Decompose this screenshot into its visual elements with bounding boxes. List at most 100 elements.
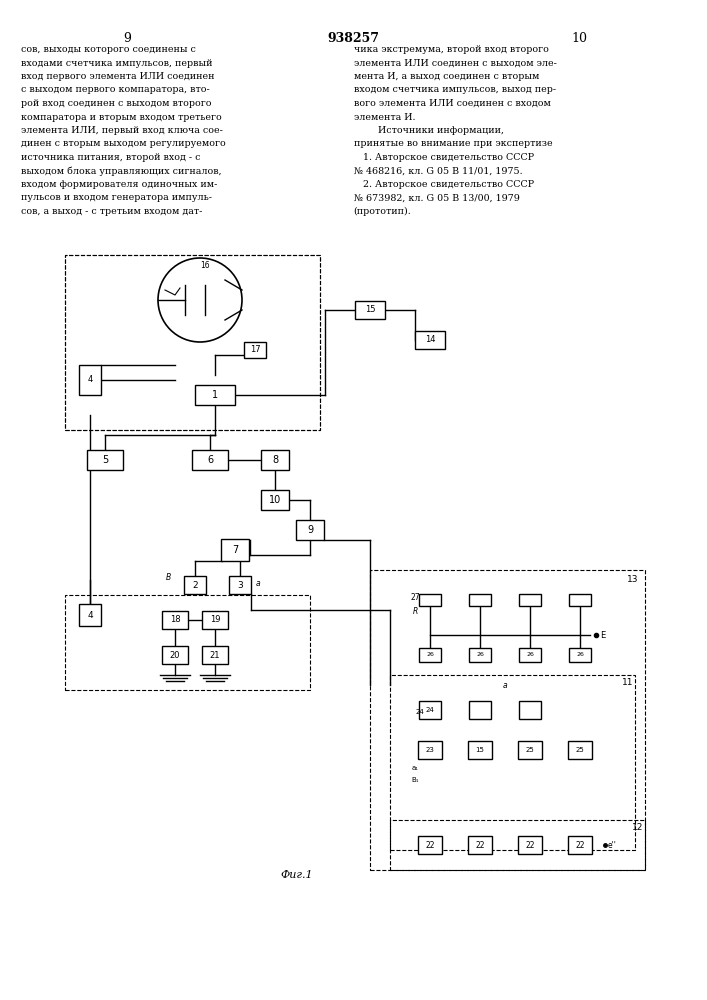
Text: 20: 20	[170, 650, 180, 660]
Bar	[418, 836, 442, 854]
Text: выходом блока управляющих сигналов,: выходом блока управляющих сигналов,	[21, 166, 222, 176]
Text: 1: 1	[212, 390, 218, 400]
Text: элемента И.: элемента И.	[354, 112, 415, 121]
Text: 3: 3	[237, 580, 243, 589]
Text: 5: 5	[102, 455, 108, 465]
Bar	[355, 301, 385, 319]
Bar	[518, 836, 542, 854]
Bar	[162, 646, 188, 664]
Bar	[390, 820, 645, 870]
Bar	[65, 255, 320, 430]
Text: 18: 18	[170, 615, 180, 624]
Bar	[79, 604, 101, 626]
Text: 9: 9	[123, 32, 132, 45]
Text: 2. Авторское свидетельство СССР: 2. Авторское свидетельство СССР	[354, 180, 534, 189]
Text: принятые во внимание при экспертизе: принятые во внимание при экспертизе	[354, 139, 552, 148]
Bar	[192, 450, 228, 470]
Text: 25: 25	[525, 747, 534, 753]
Text: с выходом первого компаратора, вто-: с выходом первого компаратора, вто-	[21, 86, 210, 95]
Bar	[419, 701, 441, 719]
Text: 8: 8	[272, 455, 278, 465]
Text: 9: 9	[307, 525, 313, 535]
Text: входами счетчика импульсов, первый: входами счетчика импульсов, первый	[21, 58, 213, 68]
Text: 22: 22	[475, 840, 485, 850]
Bar	[202, 611, 228, 629]
Bar	[370, 570, 645, 870]
Text: E: E	[600, 631, 605, 640]
Bar	[244, 342, 266, 358]
Text: (прототип).: (прототип).	[354, 207, 411, 216]
Text: 23: 23	[426, 747, 434, 753]
Text: 27: 27	[410, 593, 420, 602]
Text: чика экстремума, второй вход второго: чика экстремума, второй вход второго	[354, 45, 549, 54]
Text: 16: 16	[200, 261, 210, 270]
Bar	[518, 741, 542, 759]
Bar	[184, 576, 206, 594]
Text: 10: 10	[269, 495, 281, 505]
Bar	[469, 701, 491, 719]
Bar	[229, 576, 251, 594]
Text: 26: 26	[476, 652, 484, 658]
Text: B₁: B₁	[411, 777, 419, 783]
Text: 21: 21	[210, 650, 221, 660]
Text: a: a	[256, 578, 260, 587]
Text: входом формирователя одиночных им-: входом формирователя одиночных им-	[21, 180, 218, 189]
Bar	[419, 594, 441, 606]
Text: 4: 4	[87, 610, 93, 619]
Text: 11: 11	[621, 678, 633, 687]
Text: 6: 6	[207, 455, 213, 465]
Text: a₁: a₁	[411, 765, 419, 771]
Text: вход первого элемента ИЛИ соединен: вход первого элемента ИЛИ соединен	[21, 72, 215, 81]
Text: № 673982, кл. G 05 В 13/00, 1979: № 673982, кл. G 05 В 13/00, 1979	[354, 194, 520, 202]
Text: элемента ИЛИ, первый вход ключа сое-: элемента ИЛИ, первый вход ключа сое-	[21, 126, 223, 135]
Text: сов, выходы которого соединены с: сов, выходы которого соединены с	[21, 45, 196, 54]
Text: 26: 26	[576, 652, 584, 658]
Text: B: B	[165, 574, 170, 582]
Text: входом счетчика импульсов, выход пер-: входом счетчика импульсов, выход пер-	[354, 86, 556, 95]
Bar	[569, 648, 591, 662]
Bar	[202, 646, 228, 664]
Text: рой вход соединен с выходом второго: рой вход соединен с выходом второго	[21, 99, 211, 108]
Text: Фиг.1: Фиг.1	[281, 870, 313, 880]
Text: 10: 10	[572, 32, 588, 45]
Bar	[469, 648, 491, 662]
Text: 22: 22	[425, 840, 435, 850]
Bar	[221, 539, 249, 561]
Text: 19: 19	[210, 615, 221, 624]
Text: 1. Авторское свидетельство СССР: 1. Авторское свидетельство СССР	[354, 153, 534, 162]
Bar	[261, 450, 289, 470]
Text: мента И, а выход соединен с вторым: мента И, а выход соединен с вторым	[354, 72, 539, 81]
Bar	[469, 594, 491, 606]
Bar	[519, 648, 541, 662]
Bar	[568, 741, 592, 759]
Text: 938257: 938257	[327, 32, 380, 45]
Bar	[568, 836, 592, 854]
Text: a: a	[503, 680, 508, 690]
Text: 24: 24	[416, 709, 424, 715]
Bar	[519, 594, 541, 606]
Text: № 468216, кл. G 05 В 11/01, 1975.: № 468216, кл. G 05 В 11/01, 1975.	[354, 166, 522, 176]
Text: e'': e''	[608, 840, 617, 850]
Text: 4: 4	[88, 375, 93, 384]
Bar	[415, 331, 445, 349]
Bar	[296, 520, 324, 540]
Bar	[419, 648, 441, 662]
Text: 15: 15	[476, 747, 484, 753]
Bar	[569, 594, 591, 606]
Text: R: R	[412, 607, 418, 616]
Text: Источники информации,: Источники информации,	[354, 126, 503, 135]
Text: 14: 14	[425, 336, 436, 344]
Bar	[79, 365, 101, 395]
Text: 15: 15	[365, 306, 375, 314]
Text: 26: 26	[526, 652, 534, 658]
Text: 26: 26	[426, 652, 434, 658]
Bar	[261, 490, 289, 510]
Text: вого элемента ИЛИ соединен с входом: вого элемента ИЛИ соединен с входом	[354, 99, 550, 108]
Text: сов, а выход - с третьим входом дат-: сов, а выход - с третьим входом дат-	[21, 207, 203, 216]
Text: 24: 24	[426, 707, 434, 713]
Text: 25: 25	[575, 747, 585, 753]
Text: 22: 22	[575, 840, 585, 850]
Text: компаратора и вторым входом третьего: компаратора и вторым входом третьего	[21, 112, 222, 121]
Text: 7: 7	[232, 545, 238, 555]
Text: 17: 17	[250, 346, 260, 355]
